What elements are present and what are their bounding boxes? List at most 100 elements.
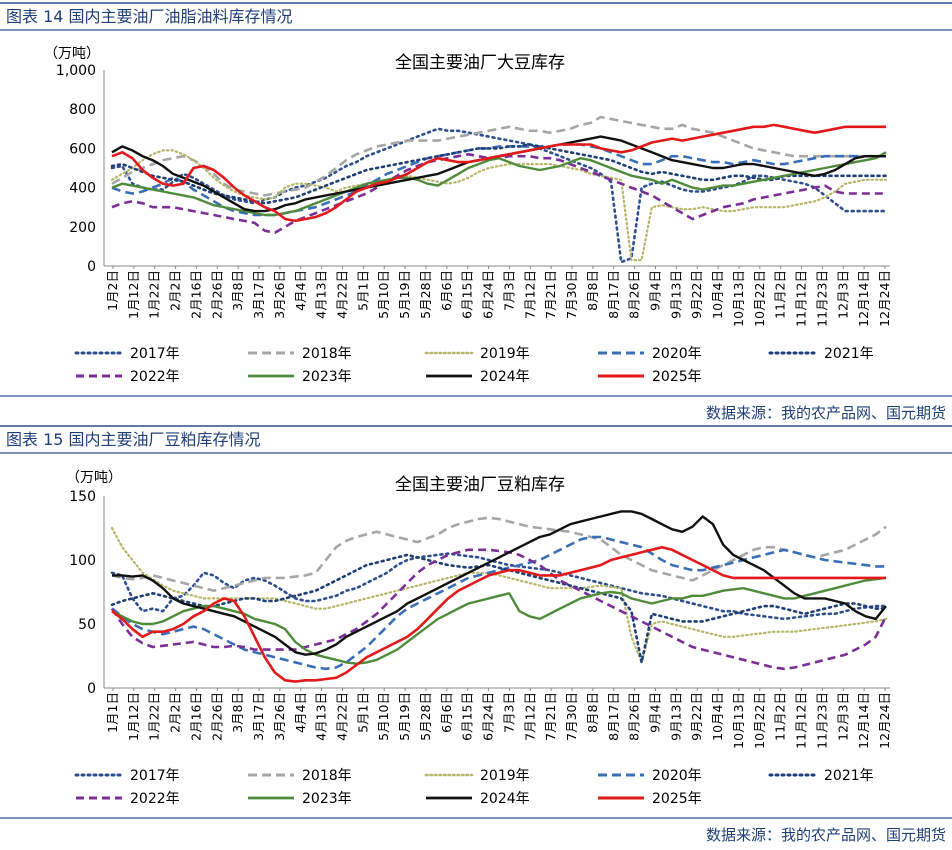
x-tick-label: 8月26日 [627, 270, 642, 319]
x-tick-label: 11月2日 [773, 270, 788, 319]
legend-label: 2023年 [302, 791, 352, 807]
y-tick-label: 600 [69, 141, 96, 157]
series-line-2018 [111, 516, 887, 593]
x-tick-label: 5月28日 [418, 270, 433, 319]
y-tick-label: 100 [69, 553, 96, 569]
chart-title: 全国主要油厂豆粕库存 [395, 475, 565, 495]
series-line-2025 [111, 545, 886, 683]
y-tick-label: 400 [69, 181, 96, 197]
x-tick-label: 4月13日 [314, 692, 329, 741]
x-tick-label: 5月1日 [355, 270, 370, 311]
legend-label: 2024年 [480, 791, 530, 807]
series-line-2024 [112, 510, 887, 656]
legend: 2017年 2018年 2019年 2020年 2021年 2022年 2023年 2024年… [74, 768, 874, 807]
x-tick-label: 7月30日 [564, 692, 579, 741]
x-tick-label: 9月13日 [668, 692, 683, 741]
x-tick-label: 7月3日 [501, 270, 516, 311]
x-tick-label: 1月12日 [126, 270, 141, 319]
x-tick-label: 11月12日 [794, 270, 809, 327]
legend-label: 2018年 [302, 346, 352, 362]
x-tick-label: 5月10日 [376, 692, 391, 741]
legend-label: 2020年 [652, 346, 702, 362]
series-line-2020 [111, 143, 886, 217]
legend-label: 2025年 [652, 369, 702, 385]
legend-label: 2017年 [130, 346, 180, 362]
y-tick-label: 150 [69, 489, 96, 505]
x-tick-label: 4月4日 [293, 692, 308, 733]
legend-label: 2024年 [480, 369, 530, 385]
x-tick-label: 8月17日 [606, 270, 621, 319]
figure-header: 图表 14 国内主要油厂油脂油料库存情况 [6, 7, 293, 26]
x-tick-label: 1月12日 [126, 692, 141, 741]
series-line-2023 [111, 151, 887, 217]
x-tick-label: 10月4日 [710, 270, 725, 319]
x-tick-label: 3月8日 [230, 270, 245, 311]
x-tick-label: 2月16日 [188, 270, 203, 319]
x-axis: 1月1日 1月12日 1月22日 2月2日 2月16日 2月26日 3月8日 3月17日 3月2… [105, 688, 892, 749]
y-tick-label: 200 [69, 220, 96, 236]
y-axis: 0 50 100 150 [69, 489, 96, 697]
legend-label: 2019年 [480, 768, 530, 784]
series-lines [110, 510, 888, 683]
legend-label: 2022年 [130, 369, 180, 385]
x-tick-label: 3月8日 [230, 692, 245, 733]
x-tick-label: 9月13日 [668, 270, 683, 319]
x-tick-label: 9月22日 [689, 692, 704, 741]
x-tick-label: 2月26日 [209, 270, 224, 319]
x-tick-label: 8月8日 [585, 270, 600, 311]
x-tick-label: 2月16日 [188, 692, 203, 741]
x-tick-label: 7月3日 [501, 692, 516, 733]
legend-label: 2021年 [824, 346, 874, 362]
x-tick-label: 6月6日 [439, 270, 454, 311]
legend-label: 2025年 [652, 791, 702, 807]
x-tick-label: 5月10日 [376, 270, 391, 319]
x-tick-label: 3月17日 [251, 270, 266, 319]
x-tick-label: 6月6日 [439, 692, 454, 733]
y-tick-label: 50 [78, 617, 96, 633]
x-tick-label: 9月4日 [647, 692, 662, 733]
x-tick-label: 6月24日 [481, 270, 496, 319]
x-tick-label: 1月22日 [147, 692, 162, 741]
x-tick-label: 6月15日 [460, 270, 475, 319]
x-tick-label: 12月14日 [856, 270, 871, 327]
series-line-2021 [110, 143, 888, 205]
legend: 2017年 2018年 2019年 2020年 2021年 2022年 2023年 2024年… [74, 346, 874, 385]
chart-title: 全国主要油厂大豆库存 [395, 53, 565, 73]
y-unit-label: （万吨） [66, 470, 122, 486]
x-tick-label: 2月2日 [168, 270, 183, 311]
x-tick-label: 7月30日 [564, 270, 579, 319]
panel-soybean: 图表 14 国内主要油厂油脂油料库存情况 （万吨） 全国主要油厂大豆库存 0 20… [0, 2, 952, 422]
source-note: 数据来源：我的农产品网、国元期货 [706, 826, 946, 844]
series-line-2025 [111, 123, 886, 223]
x-tick-label: 11月12日 [794, 692, 809, 749]
x-tick-label: 5月1日 [355, 692, 370, 733]
y-tick-label: 1,000 [56, 63, 96, 79]
series-line-2022 [110, 548, 888, 671]
series-lines [110, 115, 888, 264]
x-tick-label: 5月28日 [418, 692, 433, 741]
x-tick-label: 5月19日 [397, 270, 412, 319]
x-tick-label: 10月13日 [731, 270, 746, 327]
legend-label: 2023年 [302, 369, 352, 385]
x-tick-label: 3月26日 [272, 270, 287, 319]
x-tick-label: 7月12日 [522, 692, 537, 741]
y-axis: 0 200 400 600 800 1,000 [56, 63, 96, 275]
legend-label: 2020年 [652, 768, 702, 784]
x-tick-label: 10月4日 [710, 692, 725, 741]
panel-soymeal: 图表 15 国内主要油厂豆粕库存情况 （万吨） 全国主要油厂豆粕库存 0 50 10… [0, 425, 952, 844]
x-tick-label: 10月13日 [731, 692, 746, 749]
series-line-2023 [111, 576, 887, 665]
x-tick-label: 4月22日 [335, 270, 350, 319]
x-tick-label: 12月24日 [877, 270, 892, 327]
x-tick-label: 7月21日 [543, 692, 558, 741]
legend-label: 2019年 [480, 346, 530, 362]
source-note: 数据来源：我的农产品网、国元期货 [706, 404, 946, 422]
series-line-2018 [111, 115, 886, 197]
x-tick-label: 12月14日 [856, 692, 871, 749]
legend-label: 2017年 [130, 768, 180, 784]
x-tick-label: 3月17日 [251, 692, 266, 741]
x-tick-label: 4月4日 [293, 270, 308, 311]
x-tick-label: 12月24日 [877, 692, 892, 749]
x-tick-label: 11月23日 [814, 270, 829, 327]
